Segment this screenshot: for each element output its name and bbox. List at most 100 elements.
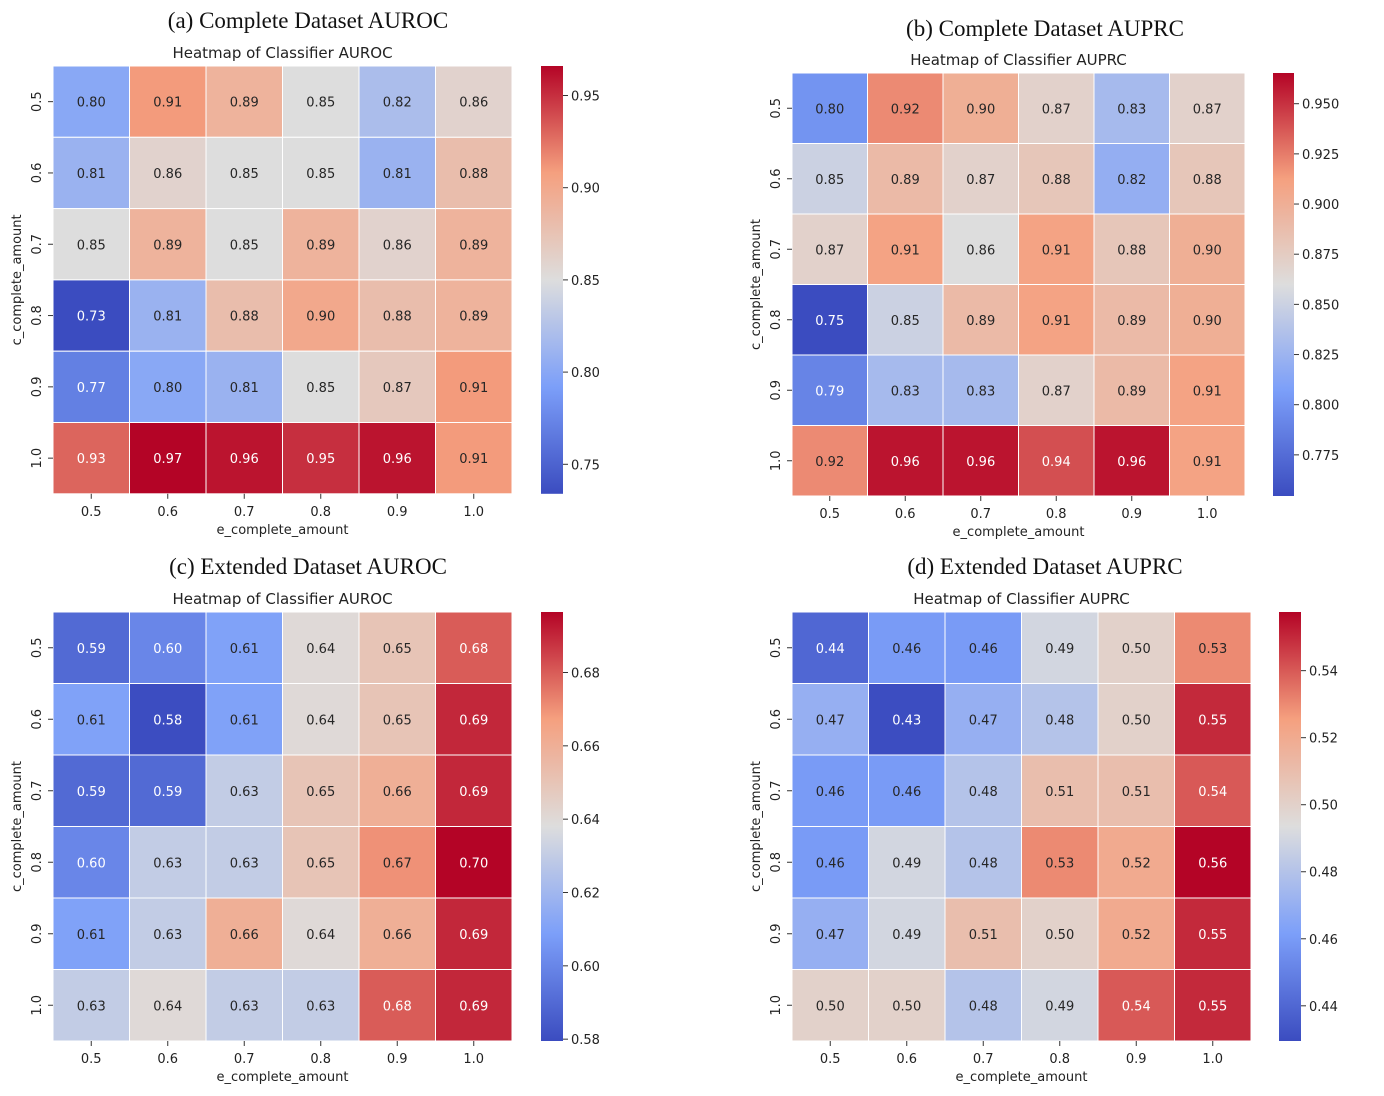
- x-tick-label: 0.8: [1049, 1052, 1070, 1067]
- heatmap-cell: [791, 143, 868, 215]
- colorbar-tick-label: 0.68: [571, 667, 600, 682]
- cell-value-label: 0.50: [816, 999, 845, 1014]
- panel-c-heatmap: Heatmap of Classifier AUROC 0.59 0.60 0.61 0…: [10, 590, 600, 1085]
- cell-value-label: 0.92: [891, 102, 920, 117]
- cell-value-label: 0.63: [230, 785, 259, 800]
- cell-value-label: 0.48: [969, 999, 998, 1014]
- heatmap-cell: [435, 683, 513, 756]
- heatmap-cell: [205, 683, 283, 756]
- heatmap-cell: [358, 683, 436, 756]
- colorbar-tick-label: 0.64: [571, 813, 600, 828]
- x-tick-label: 0.7: [234, 505, 255, 520]
- cell-value-label: 0.91: [891, 243, 920, 258]
- x-tick-label: 1.0: [463, 1052, 484, 1067]
- cell-value-label: 0.69: [459, 713, 488, 728]
- colorbar-tick-label: 0.90: [571, 182, 600, 197]
- heatmap-cell: [205, 65, 283, 138]
- cell-value-label: 0.83: [966, 384, 995, 399]
- heatmap-cell: [52, 279, 130, 352]
- cell-value-label: 0.48: [969, 785, 998, 800]
- cell-value-label: 0.85: [306, 167, 335, 182]
- heatmap-cell: [358, 611, 436, 684]
- cell-value-label: 0.89: [1117, 384, 1146, 399]
- cell-value-label: 0.47: [816, 713, 845, 728]
- heatmap-cell: [867, 143, 944, 215]
- cell-value-label: 0.82: [383, 96, 412, 111]
- heatmap-cell: [1097, 754, 1175, 827]
- heatmap-cell: [1169, 284, 1246, 356]
- cell-value-label: 0.91: [1042, 243, 1071, 258]
- y-tick-label: 0.5: [769, 98, 784, 119]
- colorbar: [541, 66, 563, 494]
- y-tick-label: 0.8: [30, 852, 45, 873]
- colorbar-tick-label: 0.46: [1309, 933, 1338, 948]
- colorbar-tick-label: 0.85: [571, 274, 600, 289]
- heatmap-cell: [791, 284, 868, 356]
- cell-value-label: 0.87: [1042, 102, 1071, 117]
- panel-d-heatmap: Heatmap of Classifier AUPRC 0.44 0.46 0.46 0…: [749, 590, 1338, 1085]
- x-axis-label: e_complete_amount: [953, 525, 1085, 540]
- cell-value-label: 0.68: [383, 999, 412, 1014]
- panel-c-caption: (c) Extended Dataset AUROC: [169, 554, 447, 579]
- cell-value-label: 0.85: [230, 238, 259, 253]
- cell-value-label: 0.51: [1122, 785, 1151, 800]
- cell-value-label: 0.85: [815, 173, 844, 188]
- cell-value-label: 0.60: [77, 856, 106, 871]
- heatmap-cell: [868, 897, 946, 970]
- x-tick-label: 0.8: [310, 505, 331, 520]
- heatmap-cell: [1021, 611, 1099, 684]
- colorbar-tick-label: 0.825: [1302, 349, 1339, 364]
- x-tick-label: 0.7: [973, 1052, 994, 1067]
- cell-value-label: 0.46: [816, 856, 845, 871]
- heatmap-cell: [435, 754, 513, 827]
- colorbar: [1279, 612, 1301, 1041]
- cell-value-label: 0.81: [77, 167, 106, 182]
- cell-value-label: 0.85: [77, 238, 106, 253]
- heatmap-cell: [205, 897, 283, 970]
- x-tick-label: 1.0: [463, 505, 484, 520]
- cell-value-label: 0.89: [459, 310, 488, 325]
- colorbar-tick-label: 0.900: [1302, 198, 1339, 213]
- heatmap-cell: [129, 136, 207, 210]
- cell-value-label: 0.43: [892, 713, 921, 728]
- y-axis-label: c_complete_amount: [10, 214, 25, 345]
- heatmap-cell: [1097, 826, 1175, 899]
- panel-b-caption: (b) Complete Dataset AUPRC: [906, 16, 1184, 41]
- heatmap-cell: [129, 826, 207, 899]
- heatmap-cell: [1018, 425, 1095, 497]
- x-tick-label: 0.5: [819, 507, 840, 522]
- cell-value-label: 0.55: [1198, 999, 1227, 1014]
- heatmap-cell: [358, 350, 436, 424]
- y-axis-label: c_complete_amount: [749, 761, 764, 892]
- y-tick-label: 0.9: [30, 923, 45, 944]
- heatmap-cell: [435, 611, 513, 684]
- heatmap-cell: [1169, 425, 1246, 497]
- y-tick-label: 0.9: [769, 923, 784, 944]
- cell-value-label: 0.65: [306, 856, 335, 871]
- heatmap-cell: [282, 897, 360, 970]
- x-tick-label: 0.6: [157, 505, 178, 520]
- cell-value-label: 0.90: [966, 102, 995, 117]
- colorbar-tick-label: 0.775: [1302, 449, 1339, 464]
- cell-value-label: 0.94: [1042, 455, 1071, 470]
- heatmap-cell: [358, 279, 436, 352]
- heatmap-cell: [867, 72, 944, 144]
- panel-a-caption: (a) Complete Dataset AUROC: [167, 8, 449, 33]
- heatmap-cell: [1097, 897, 1175, 970]
- heatmap-cell: [129, 611, 207, 684]
- cell-value-label: 0.87: [383, 381, 412, 396]
- y-tick-label: 0.7: [30, 780, 45, 801]
- heatmap-cell: [1093, 354, 1170, 426]
- heatmap-cell: [435, 136, 513, 210]
- colorbar-tick-label: 0.66: [571, 740, 600, 755]
- cell-value-label: 0.63: [153, 928, 182, 943]
- heatmap-cell: [1174, 826, 1252, 899]
- colorbar-tick-label: 0.875: [1302, 248, 1339, 263]
- cell-value-label: 0.49: [892, 928, 921, 943]
- cell-value-label: 0.80: [815, 102, 844, 117]
- cell-value-label: 0.70: [459, 856, 488, 871]
- cell-value-label: 0.91: [1042, 314, 1071, 329]
- heatmap-cell: [52, 422, 130, 495]
- cell-value-label: 0.50: [1045, 928, 1074, 943]
- heatmap-cell: [942, 354, 1019, 426]
